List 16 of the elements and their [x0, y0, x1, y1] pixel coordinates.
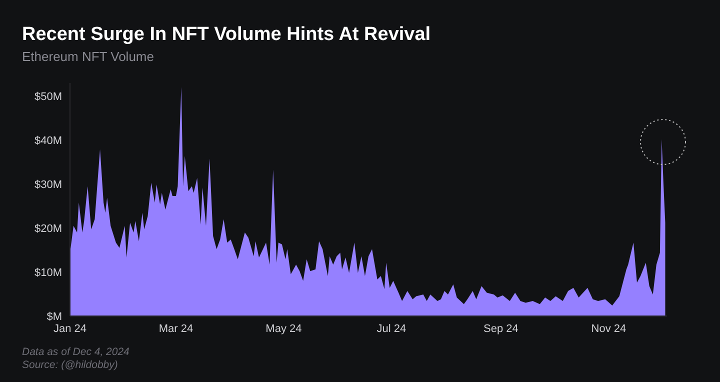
y-tick-label: $50M — [34, 91, 62, 104]
x-tick-label: Mar 24 — [158, 322, 194, 335]
x-tick-label: May 24 — [266, 322, 302, 335]
source-note: Source: (@hildobby) — [22, 359, 119, 372]
x-tick-label: Nov 24 — [591, 322, 626, 335]
y-tick-label: $10M — [34, 266, 62, 279]
x-tick-label: Sep 24 — [484, 322, 518, 335]
chart-subtitle: Ethereum NFT Volume — [22, 49, 154, 64]
x-tick-label: Jul 24 — [376, 322, 406, 335]
x-tick-label: Jan 24 — [53, 322, 87, 335]
y-tick-label: $40M — [34, 135, 62, 148]
y-tick-label: $M — [46, 310, 62, 323]
y-tick-label: $30M — [34, 179, 62, 192]
chart-title: Recent Surge In NFT Volume Hints At Revival — [22, 24, 431, 46]
text: Data as of Dec 4, 2024 — [22, 346, 130, 359]
y-tick-label: $20M — [34, 222, 62, 235]
